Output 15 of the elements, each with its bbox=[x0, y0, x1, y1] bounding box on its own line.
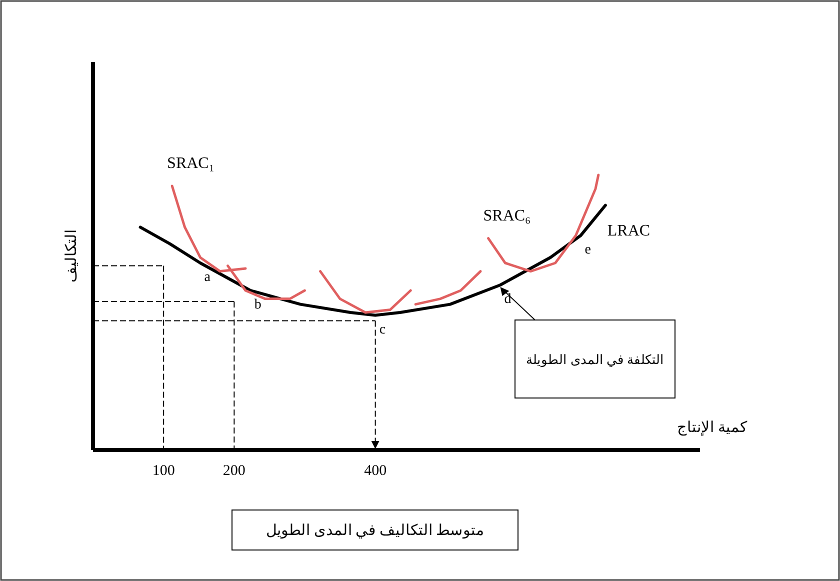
series-label: LRAC bbox=[607, 222, 650, 240]
annotation: c bbox=[379, 322, 386, 338]
annotation: e bbox=[584, 242, 591, 258]
annotation: التكلفة في المدى الطويلة bbox=[526, 352, 664, 368]
x-tick-label: 200 bbox=[222, 463, 246, 479]
x-axis-title: كمية الإنتاج bbox=[677, 420, 748, 436]
x-tick-label: 400 bbox=[364, 463, 387, 479]
annotation: a bbox=[204, 270, 212, 285]
annotation: b bbox=[254, 298, 262, 312]
annotation: d bbox=[504, 292, 512, 307]
series-label: SRAC₁ bbox=[167, 155, 214, 172]
y-axis-title: التكاليف bbox=[64, 230, 80, 282]
series-label: SRAC₆ bbox=[483, 207, 531, 224]
x-tick-label: 100 bbox=[152, 463, 175, 479]
text: متوسط التكاليف في المدى الطويل bbox=[266, 523, 484, 539]
